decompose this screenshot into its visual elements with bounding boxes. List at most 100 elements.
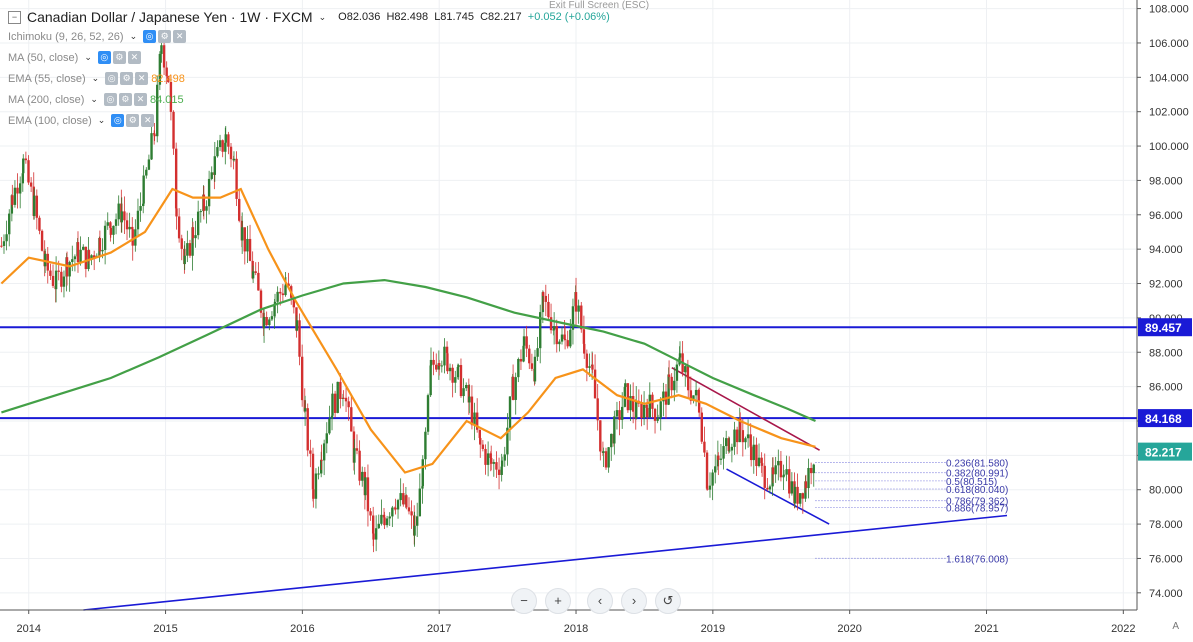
indicator-label[interactable]: MA (200, close): [8, 93, 85, 106]
close-icon[interactable]: ✕: [135, 72, 149, 85]
candle-body: [798, 493, 802, 504]
candle-body: [221, 140, 224, 152]
candle-body: [84, 246, 88, 270]
candle-body: [33, 195, 36, 216]
scroll-forward-button[interactable]: ›: [621, 588, 647, 614]
collapse-legend-button[interactable]: −: [8, 10, 21, 24]
candle-body: [508, 396, 512, 428]
close-icon[interactable]: ✕: [141, 114, 155, 127]
indicator-label[interactable]: EMA (100, close): [8, 114, 92, 127]
candle-body: [79, 249, 82, 263]
candle-body: [760, 463, 764, 466]
candle-body: [711, 472, 714, 486]
candle-body: [172, 111, 175, 149]
indicator-row[interactable]: EMA (55, close) ⌄ ◎ ⚙ ✕ 82.498: [8, 68, 610, 89]
candle-body: [199, 211, 202, 213]
chevron-down-icon[interactable]: ⌄: [97, 115, 106, 125]
indicator-buttons: ◎ ⚙ ✕: [105, 72, 149, 85]
candle-body: [339, 381, 342, 399]
close-icon[interactable]: ✕: [127, 51, 141, 64]
indicator-label[interactable]: EMA (55, close): [8, 72, 86, 85]
indicator-row[interactable]: EMA (100, close) ⌄ ◎ ⚙ ✕: [8, 110, 610, 131]
chevron-down-icon[interactable]: ⌄: [90, 94, 98, 104]
candle-body: [402, 493, 405, 505]
zoom-out-button[interactable]: −: [511, 588, 537, 614]
chevron-down-icon[interactable]: ⌄: [129, 31, 138, 41]
candle-body: [563, 339, 567, 341]
candle-body: [147, 159, 151, 170]
zoom-in-button[interactable]: +: [545, 588, 571, 614]
candle-body: [801, 493, 805, 499]
eye-icon[interactable]: ◎: [105, 72, 119, 85]
reset-chart-button[interactable]: ↺: [655, 588, 681, 614]
candle-body: [467, 384, 471, 403]
candle-body: [139, 206, 142, 211]
candle-body: [366, 477, 370, 512]
candle-body: [739, 418, 742, 431]
candle-body: [162, 45, 166, 68]
eye-icon[interactable]: ◎: [97, 51, 111, 64]
y-tick-label: 78.000: [1149, 519, 1183, 531]
candle-body: [24, 158, 28, 161]
candle-body: [569, 329, 572, 347]
candle-body: [344, 397, 348, 402]
candle-body: [607, 447, 610, 468]
candle-body: [656, 419, 659, 421]
candle-body: [103, 225, 107, 250]
gear-icon[interactable]: ⚙: [112, 51, 126, 64]
close-icon[interactable]: ✕: [173, 30, 187, 43]
candle-body: [317, 473, 320, 475]
gear-icon[interactable]: ⚙: [126, 114, 140, 127]
chevron-down-icon[interactable]: ⌄: [318, 11, 327, 22]
candle-body: [73, 256, 77, 260]
trendline[interactable]: [726, 468, 830, 525]
candle-body: [257, 272, 260, 291]
candle-body: [60, 271, 63, 287]
time-axis[interactable]: 2014 2015 2016 2017 2018 2019 2020 2021 2022: [0, 609, 1137, 635]
gear-icon[interactable]: ⚙: [120, 72, 134, 85]
close-icon[interactable]: ✕: [133, 93, 147, 106]
candle-body: [429, 359, 433, 366]
chevron-down-icon[interactable]: ⌄: [91, 73, 100, 83]
candle-body: [555, 326, 558, 345]
fib-level-label: 1.618(76.008): [946, 554, 1008, 565]
candle-body: [347, 401, 350, 408]
indicator-row[interactable]: Ichimoku (9, 26, 52, 26) ⌄ ◎ ⚙ ✕: [8, 26, 610, 47]
gear-icon[interactable]: ⚙: [118, 93, 132, 106]
candle-body: [692, 395, 695, 401]
candle-body: [136, 210, 140, 230]
candle-body: [541, 292, 545, 296]
candle-body: [333, 393, 337, 413]
candle-body: [120, 211, 123, 223]
candle-body: [547, 301, 550, 318]
symbol-title[interactable]: Canadian Dollar / Japanese Yen · 1W · FX…: [27, 9, 313, 25]
y-tick-label: 108.000: [1149, 4, 1189, 16]
eye-icon[interactable]: ◎: [143, 30, 157, 43]
indicator-row[interactable]: MA (50, close) ⌄ ◎ ⚙ ✕: [8, 47, 610, 68]
exit-fullscreen-hint[interactable]: Exit Full Screen (ESC): [549, 0, 650, 11]
indicator-row[interactable]: MA (200, close) ⌄ ◎ ⚙ ✕ 84.015: [8, 89, 610, 110]
candle-body: [670, 376, 673, 391]
candle-body: [49, 270, 52, 276]
candle-body: [530, 363, 534, 369]
candle-body: [309, 450, 312, 454]
trendline[interactable]: [83, 514, 1008, 611]
auto-scale-button[interactable]: A: [1172, 621, 1179, 632]
ohlc-readout: O82.036 H82.498 L81.745 C82.217 +0.052 (…: [338, 11, 610, 23]
indicator-label[interactable]: Ichimoku (9, 26, 52, 26): [8, 30, 124, 43]
indicator-list: Ichimoku (9, 26, 52, 26) ⌄ ◎ ⚙ ✕ MA (50, clos…: [8, 26, 610, 131]
eye-icon[interactable]: ◎: [103, 93, 117, 106]
candle-body: [475, 412, 479, 430]
candle-body: [352, 431, 356, 463]
eye-icon[interactable]: ◎: [111, 114, 125, 127]
candle-body: [602, 451, 605, 453]
scroll-back-button[interactable]: ‹: [587, 588, 613, 614]
candle-body: [558, 341, 561, 345]
candle-body: [424, 431, 427, 460]
chevron-down-icon[interactable]: ⌄: [84, 52, 92, 62]
candle-body: [183, 255, 186, 265]
candle-body: [697, 400, 701, 413]
indicator-label[interactable]: MA (50, close): [8, 51, 79, 64]
gear-icon[interactable]: ⚙: [158, 30, 172, 43]
